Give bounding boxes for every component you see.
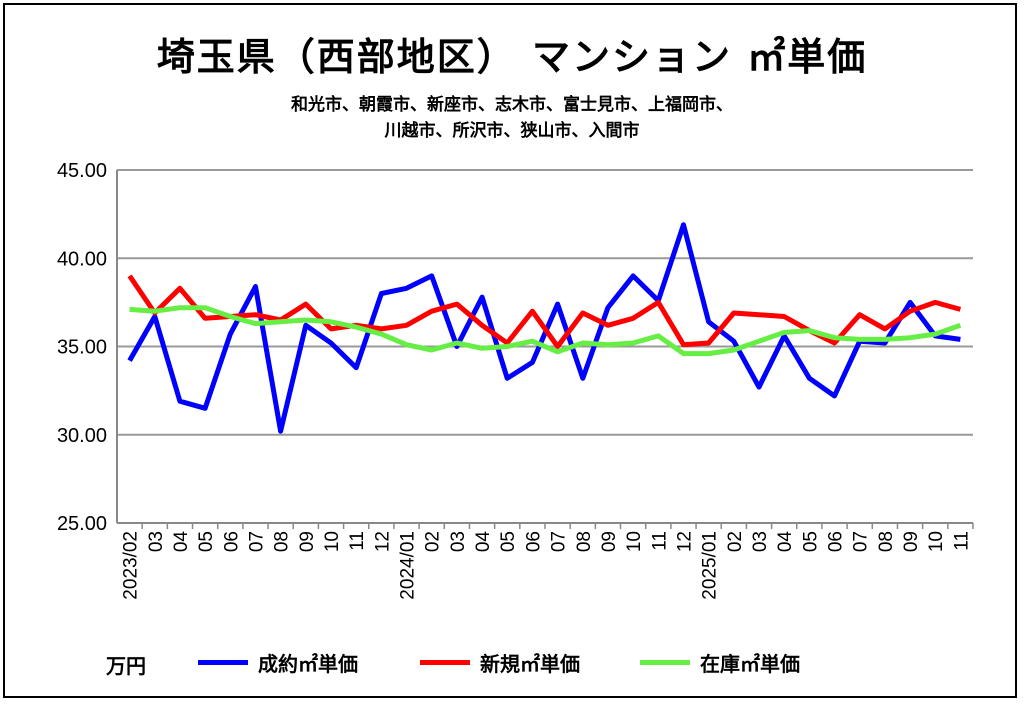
x-tick-label: 10	[926, 531, 947, 552]
x-tick-label: 03	[750, 531, 771, 552]
y-tick-label: 45.00	[57, 160, 107, 182]
x-tick-label: 04	[775, 531, 796, 553]
x-tick-label: 08	[272, 531, 293, 552]
x-tick-label: 07	[851, 531, 872, 552]
x-tick-label: 10	[322, 531, 343, 552]
x-tick-label: 2023/02	[121, 531, 142, 600]
chart-title: 埼玉県（西部地区） マンション ㎡単価	[156, 35, 868, 79]
legend-item-contract: 成約㎡単価	[198, 648, 358, 677]
y-tick-label: 40.00	[57, 248, 107, 270]
series-line-2	[129, 305, 962, 357]
legend-swatch	[640, 660, 690, 665]
y-unit-label: 万円	[106, 654, 146, 678]
x-tick-label: 08	[876, 531, 897, 552]
x-tick-label: 12	[372, 531, 393, 552]
x-tick-label: 05	[800, 531, 821, 552]
y-tick-label: 35.00	[57, 337, 107, 359]
legend: 万円 成約㎡単価 新規㎡単価 在庫㎡単価	[0, 648, 1024, 678]
series-line-1	[127, 274, 962, 349]
x-tick-label: 11	[951, 531, 972, 551]
chart-subtitle-line-2: 川越市、所沢市、狭山市、入間市	[384, 121, 640, 141]
legend-item-stock: 在庫㎡単価	[640, 648, 800, 677]
x-tick-label: 07	[246, 531, 267, 552]
x-tick-label: 09	[901, 531, 922, 552]
x-tick-label: 02	[423, 531, 444, 552]
legend-swatch	[198, 660, 248, 665]
x-tick-label: 06	[523, 531, 544, 552]
x-tick-label: 08	[574, 531, 595, 552]
x-tick-label: 06	[826, 531, 847, 552]
chart-frame	[3, 3, 1017, 698]
x-tick-label: 12	[674, 531, 695, 552]
x-tick-label: 2024/01	[398, 531, 419, 600]
legend-label: 成約㎡単価	[258, 652, 358, 676]
x-tick-label: 05	[196, 531, 217, 552]
chart-subtitle-line-1: 和光市、朝霞市、新座市、志木市、富士見市、上福岡市、	[291, 95, 733, 115]
x-tick-label: 09	[297, 531, 318, 552]
x-tick-label: 04	[473, 531, 494, 553]
x-tick-label: 06	[221, 531, 242, 552]
x-tick-label: 02	[725, 531, 746, 552]
x-tick-label: 04	[171, 531, 192, 553]
legend-swatch	[420, 660, 470, 665]
x-tick-label: 11	[649, 531, 670, 551]
x-tick-label: 2025/01	[700, 531, 721, 600]
legend-label: 在庫㎡単価	[700, 652, 800, 676]
x-tick-label: 09	[599, 531, 620, 552]
series-line-0	[127, 222, 961, 434]
y-tick-label: 30.00	[57, 425, 107, 447]
x-tick-label: 07	[549, 531, 570, 552]
y-tick-label: 25.00	[57, 513, 107, 535]
legend-label: 新規㎡単価	[480, 652, 580, 676]
x-tick-label: 03	[146, 531, 167, 552]
x-tick-label: 11	[347, 531, 368, 551]
legend-item-new: 新規㎡単価	[420, 648, 580, 677]
x-tick-label: 10	[624, 531, 645, 552]
x-tick-label: 05	[498, 531, 519, 552]
x-tick-label: 03	[448, 531, 469, 552]
